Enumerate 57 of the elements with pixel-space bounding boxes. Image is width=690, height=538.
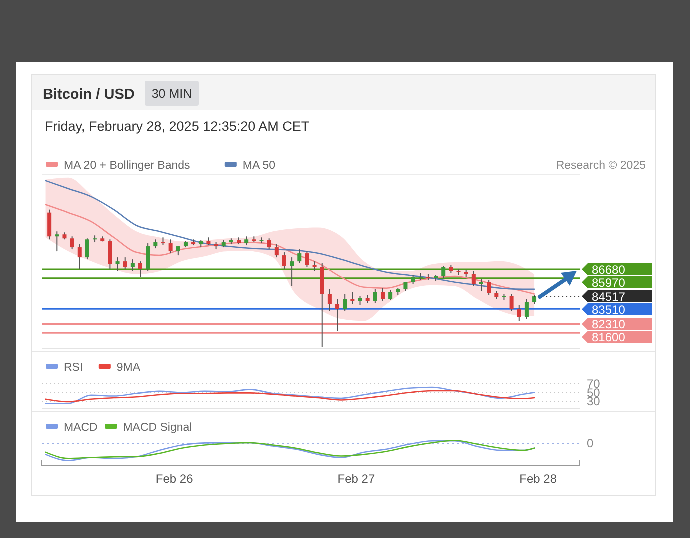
x-tick-label: Feb 27 — [338, 472, 376, 486]
candlestick — [472, 270, 476, 287]
candlestick — [290, 257, 294, 287]
ref-line-label: 0 — [587, 436, 594, 451]
line-series — [45, 386, 536, 404]
x-tick-label: Feb 26 — [156, 472, 194, 486]
candlestick — [168, 239, 173, 254]
candlestick — [298, 249, 302, 264]
chart-subtitle: Friday, February 28, 2025 12:35:20 AM CET — [45, 119, 310, 134]
candlestick — [336, 298, 340, 332]
candlestick — [70, 236, 74, 250]
candlestick — [517, 304, 522, 322]
candlestick — [479, 278, 484, 292]
candlestick — [343, 294, 348, 312]
candlestick — [123, 257, 128, 270]
annotation: 84517 — [592, 290, 626, 304]
candlestick — [524, 298, 529, 320]
candlestick — [146, 243, 150, 272]
candlestick — [442, 266, 446, 279]
candlestick — [282, 252, 286, 270]
x-tick-label: Feb 28 — [520, 472, 558, 486]
legend-label: MACD — [64, 422, 98, 434]
candlestick — [388, 290, 393, 301]
candlestick — [510, 294, 514, 312]
candlestick — [130, 259, 135, 272]
ref-line-label: 83510 — [592, 303, 626, 318]
text: 30 MIN — [152, 87, 192, 101]
legend-label: RSI — [64, 362, 84, 374]
legend-label: MA 20 + Bollinger Bands — [64, 160, 191, 172]
candlestick — [312, 261, 317, 272]
candlestick — [487, 280, 492, 296]
candlestick — [373, 288, 378, 304]
ref-line-label: 85970 — [592, 276, 626, 290]
candlestick — [116, 257, 120, 272]
legend-label: MACD Signal — [123, 422, 192, 434]
candlestick — [85, 238, 90, 260]
candlestick — [138, 261, 143, 278]
legend-label: 9MA — [116, 362, 141, 374]
candlestick — [411, 274, 416, 285]
candlestick — [48, 209, 52, 240]
candlestick — [380, 288, 385, 302]
candlestick — [176, 246, 180, 256]
candlestick — [350, 292, 355, 305]
text: Research © 2025 — [556, 160, 646, 172]
candlestick — [267, 238, 272, 250]
candlestick — [78, 244, 82, 270]
ref-line-label: 82310 — [592, 318, 626, 332]
candlestick — [55, 231, 60, 252]
ref-line-label: 81600 — [592, 330, 626, 345]
legend-label: MA 50 — [242, 160, 276, 172]
ref-line-label: 86680 — [592, 262, 626, 277]
candlestick — [274, 244, 279, 258]
line-series — [45, 390, 536, 403]
chart-title: Bitcoin / USD — [43, 87, 135, 103]
candlestick — [108, 239, 112, 270]
candlestick — [305, 251, 310, 268]
candlestick — [328, 288, 332, 312]
